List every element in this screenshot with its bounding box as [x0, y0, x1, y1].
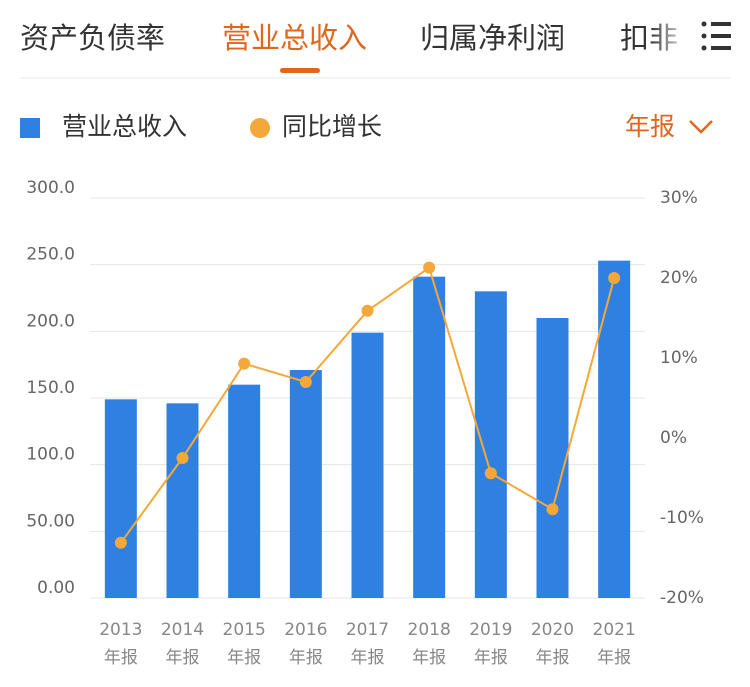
- y-tick-label: 0.00: [37, 578, 75, 598]
- x-tick-sublabel: 年报: [412, 648, 446, 668]
- tab-fade: [650, 0, 690, 70]
- point: [299, 376, 312, 388]
- legend-swatch: [20, 118, 40, 138]
- y-tick-label: 300.0: [26, 178, 75, 198]
- bar: [166, 403, 199, 598]
- x-tick-sublabel: 年报: [474, 648, 508, 668]
- y-tick-label: 250.0: [26, 245, 75, 265]
- y2-tick-label: 10%: [660, 348, 698, 368]
- legend-label: 营业总收入: [62, 112, 187, 141]
- x-tick-sublabel: 年报: [351, 648, 385, 668]
- point: [484, 467, 497, 480]
- x-tick-sublabel: 年报: [536, 648, 570, 668]
- point: [114, 536, 127, 549]
- tab[interactable]: 资产负债率: [20, 21, 165, 55]
- point: [608, 272, 621, 284]
- tab-bar: 资产负债率 营业总收入 归属净利润 扣非: [20, 21, 678, 55]
- x-tick-label: 2016: [284, 620, 327, 640]
- legend-label: 同比增长: [282, 112, 382, 141]
- bar: [598, 260, 631, 598]
- bar: [289, 370, 322, 598]
- x-tick-sublabel: 年报: [166, 648, 200, 668]
- active-tab-indicator: [280, 68, 320, 73]
- bar: [536, 318, 569, 598]
- bar: [228, 384, 261, 598]
- bar: [413, 276, 446, 598]
- x-tick-label: 2013: [99, 620, 142, 640]
- point: [238, 357, 251, 370]
- dropdown-chevron[interactable]: [689, 120, 713, 134]
- y-tick-label: 50.00: [26, 511, 75, 531]
- y-tick-label: 100.0: [26, 445, 75, 465]
- y2-tick-label: 0%: [660, 428, 687, 448]
- y2-tick-label: 30%: [660, 188, 698, 208]
- x-tick-label: 2017: [346, 620, 389, 640]
- tab[interactable]: 营业总收入: [222, 21, 367, 55]
- y-tick-label: 150.0: [26, 378, 75, 398]
- period-selector[interactable]: 年报: [625, 112, 675, 141]
- point: [423, 261, 436, 274]
- bar: [474, 291, 507, 598]
- x-tick-label: 2019: [469, 620, 512, 640]
- bar: [104, 399, 137, 598]
- x-tick-sublabel: 年报: [597, 648, 631, 668]
- x-tick-sublabel: 年报: [104, 648, 138, 668]
- x-tick-label: 2015: [223, 620, 266, 640]
- x-tick-label: 2018: [408, 620, 451, 640]
- y-tick-label: 200.0: [26, 311, 75, 331]
- y2-tick-label: 20%: [660, 268, 698, 288]
- y2-tick-label: -10%: [660, 508, 704, 528]
- y2-tick-label: -20%: [660, 588, 704, 608]
- x-tick-label: 2020: [531, 620, 574, 640]
- x-tick-sublabel: 年报: [289, 648, 323, 668]
- point: [546, 503, 559, 516]
- point: [176, 452, 189, 464]
- x-tick-label: 2014: [161, 620, 204, 640]
- bar: [351, 332, 384, 598]
- menu-icon[interactable]: [690, 0, 750, 70]
- legend-swatch: [250, 118, 270, 138]
- x-tick-sublabel: 年报: [227, 648, 261, 668]
- x-tick-label: 2021: [593, 620, 636, 640]
- point: [361, 304, 374, 317]
- tab[interactable]: 归属净利润: [420, 21, 565, 55]
